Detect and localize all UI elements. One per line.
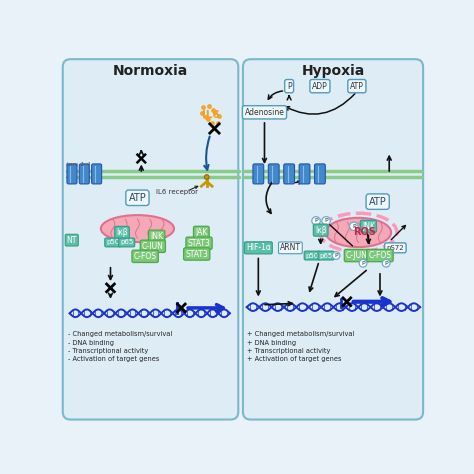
Text: P: P [287,82,292,91]
FancyBboxPatch shape [315,164,325,184]
Text: P: P [352,224,356,229]
FancyBboxPatch shape [79,164,89,184]
Text: Normoxia: Normoxia [113,64,188,78]
Text: - Activation of target genes: - Activation of target genes [68,356,160,363]
Text: JAK: JAK [195,228,208,237]
Ellipse shape [326,218,391,247]
Text: tors 1-4: tors 1-4 [66,162,91,167]
Text: P: P [334,253,338,258]
Text: ATP: ATP [350,82,364,91]
Text: ATP: ATP [369,197,387,207]
Text: C-JUN: C-JUN [142,242,164,251]
Text: p65: p65 [319,253,333,258]
Text: - Changed metabolism/survival: - Changed metabolism/survival [68,331,173,337]
Text: IL6 receptor: IL6 receptor [156,190,199,195]
Text: p65: p65 [120,239,133,246]
Text: JNK: JNK [150,232,163,241]
Text: Iκβ: Iκβ [315,226,327,235]
FancyBboxPatch shape [253,164,264,184]
Text: ADP: ADP [312,82,328,91]
FancyBboxPatch shape [299,164,310,184]
Text: P: P [324,219,328,223]
FancyBboxPatch shape [284,164,294,184]
Text: Iκβ: Iκβ [116,228,128,237]
Text: ATP: ATP [128,193,146,203]
Text: ARNT: ARNT [280,243,301,252]
Text: + Activation of target genes: + Activation of target genes [247,356,341,363]
Text: + DNA binding: + DNA binding [247,339,296,346]
FancyBboxPatch shape [268,164,279,184]
Text: P: P [361,261,365,266]
Text: NT: NT [66,236,77,245]
Text: + Transcriptional activity: + Transcriptional activity [247,348,330,354]
Text: p50: p50 [106,239,119,246]
FancyBboxPatch shape [67,164,77,184]
Text: C-FOS: C-FOS [368,251,392,260]
Text: + Changed metabolism/survival: + Changed metabolism/survival [247,331,354,337]
Text: JNK: JNK [362,222,375,231]
Text: P: P [384,261,388,266]
Text: C-JUN: C-JUN [346,251,368,260]
Text: IL6: IL6 [202,109,219,119]
Circle shape [359,259,367,267]
Text: Hypoxia: Hypoxia [301,64,365,78]
FancyBboxPatch shape [91,164,101,184]
Circle shape [312,217,320,225]
Text: HIF-1α: HIF-1α [246,243,271,252]
Text: p50: p50 [306,253,319,258]
Circle shape [383,259,390,267]
Circle shape [204,175,209,179]
Text: pS72: pS72 [387,245,404,251]
Text: C-FOS: C-FOS [134,252,156,261]
FancyBboxPatch shape [63,59,238,419]
Circle shape [322,217,330,225]
Circle shape [349,222,358,230]
Text: - DNA binding: - DNA binding [68,339,114,346]
Text: - Transcriptional activity: - Transcriptional activity [68,348,148,354]
FancyBboxPatch shape [243,59,423,419]
Circle shape [332,252,340,259]
Text: STAT3: STAT3 [188,239,210,248]
Text: STAT3: STAT3 [185,249,208,258]
Text: Adenosine: Adenosine [245,108,284,117]
Text: ROS: ROS [353,228,376,237]
Ellipse shape [101,215,174,242]
Text: P: P [314,219,318,223]
